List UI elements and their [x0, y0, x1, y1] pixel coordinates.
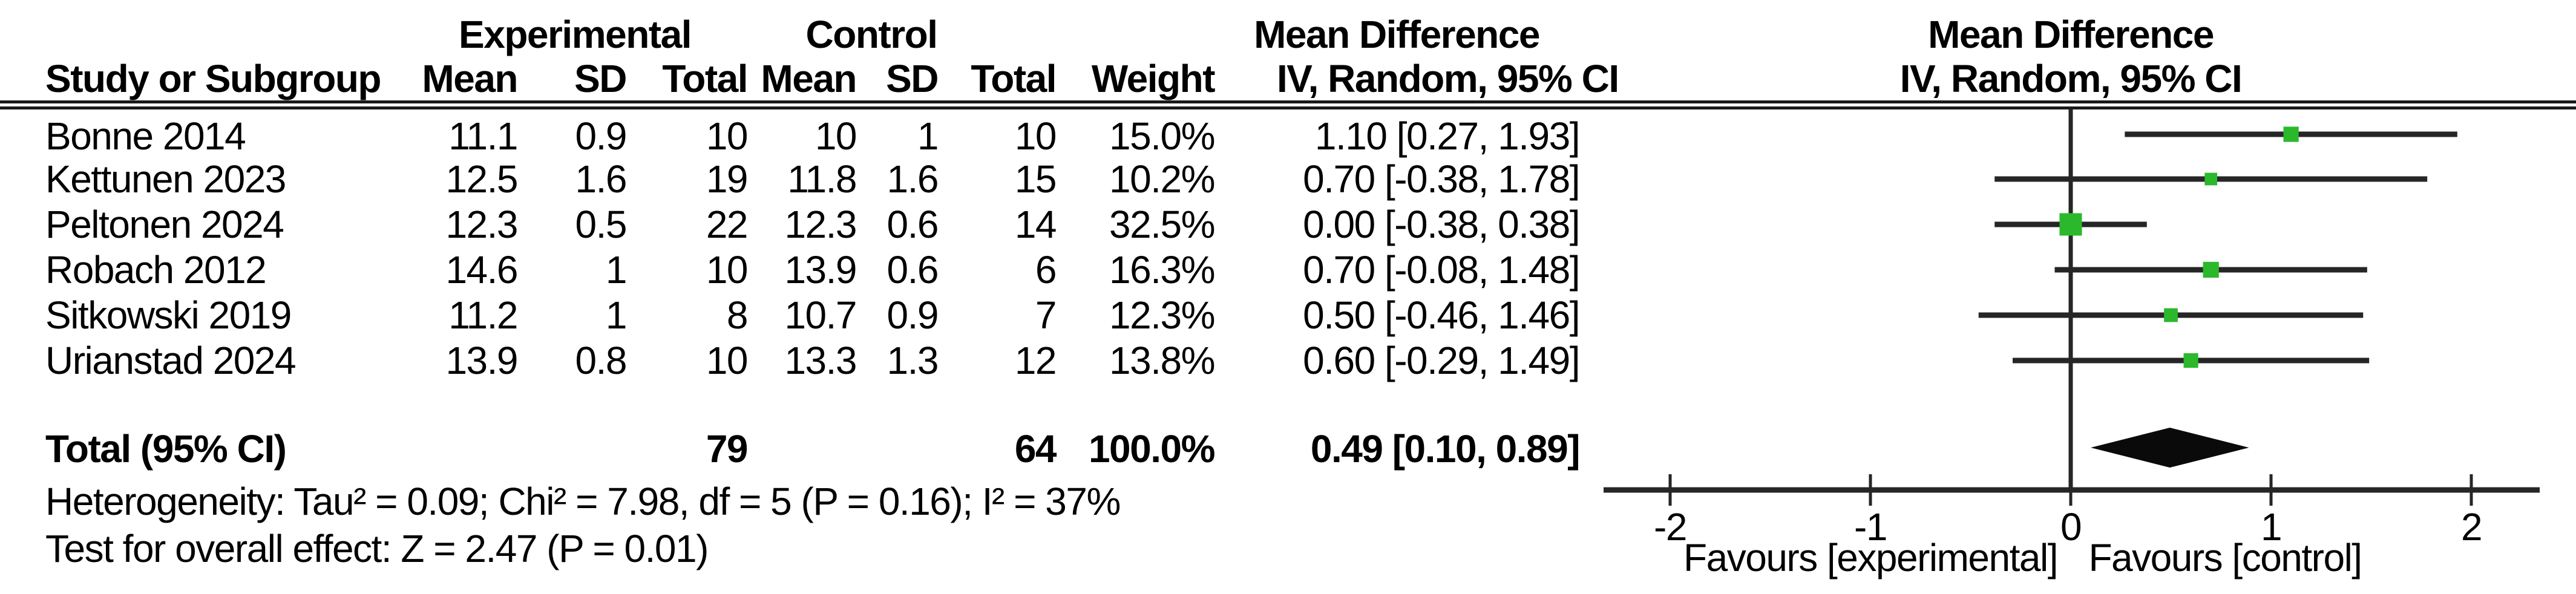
axis-tick-label: -2 — [1654, 505, 1686, 549]
header-group-experimental: Experimental — [459, 13, 692, 56]
ctrl-mean-value: 10.7 — [784, 293, 857, 337]
ci-text-value: 0.00 [-0.38, 0.38] — [1303, 203, 1580, 246]
ci-text-value: 0.60 [-0.29, 1.49] — [1303, 339, 1580, 382]
header-ctrl-total: Total — [971, 57, 1057, 100]
exp-mean-value: 12.3 — [445, 203, 518, 246]
header-effect: Mean Difference — [1254, 13, 1540, 56]
ctrl-total-value: 10 — [1014, 114, 1057, 158]
total-label: Total (95% CI) — [45, 427, 287, 471]
exp-mean-value: 11.1 — [448, 114, 518, 158]
exp-sd-value: 1.6 — [575, 157, 628, 201]
ctrl-total-value: 12 — [1014, 339, 1057, 382]
exp-total-value: 8 — [726, 293, 749, 337]
study-weight-marker — [2203, 261, 2219, 278]
exp-mean-value: 11.2 — [448, 293, 518, 337]
study-label: Urianstad 2024 — [45, 339, 297, 382]
ctrl-total-value: 6 — [1035, 248, 1057, 292]
favours-experimental-label: Favours [experimental] — [1683, 536, 2058, 579]
ctrl-sd-value: 0.6 — [887, 203, 939, 246]
exp-total-value: 10 — [706, 339, 749, 382]
study-weight-marker — [2164, 308, 2178, 322]
ctrl-sd-value: 1 — [917, 114, 939, 158]
exp-mean-value: 13.9 — [445, 339, 518, 382]
weight-value: 15.0% — [1109, 114, 1215, 158]
exp-total-value: 19 — [706, 157, 749, 201]
exp-sd-value: 1 — [605, 293, 628, 337]
ci-text-value: 0.70 [-0.08, 1.48] — [1303, 248, 1580, 292]
ctrl-mean-value: 12.3 — [784, 203, 857, 246]
header-exp-total: Total — [662, 57, 748, 100]
exp-mean-value: 14.6 — [445, 248, 518, 292]
ctrl-sd-value: 0.6 — [887, 248, 939, 292]
exp-sd-value: 0.8 — [575, 339, 628, 382]
study-weight-marker — [2204, 172, 2218, 186]
ctrl-total-value: 7 — [1035, 293, 1057, 337]
header-group-control: Control — [805, 13, 939, 56]
axis-tick-label: 2 — [2461, 505, 2482, 549]
summary-diamond — [2091, 428, 2249, 468]
weight-value: 12.3% — [1109, 293, 1215, 337]
header-study: Study or Subgroup — [45, 57, 382, 100]
header-weight: Weight — [1091, 57, 1216, 100]
plot-header-line1: Mean Difference — [1928, 13, 2214, 56]
ctrl-mean-value: 13.9 — [784, 248, 857, 292]
ci-text-value: 1.10 [0.27, 1.93] — [1314, 114, 1581, 158]
study-weight-marker — [2283, 126, 2299, 142]
exp-sd-value: 1 — [605, 248, 628, 292]
ctrl-sd-value: 1.3 — [887, 339, 939, 382]
header-ctrl-sd: SD — [886, 57, 939, 100]
ctrl-mean-value: 10 — [814, 114, 857, 158]
exp-mean-value: 12.5 — [445, 157, 518, 201]
study-label: Bonne 2014 — [45, 114, 246, 158]
header-effect-method: IV, Random, 95% CI — [1277, 57, 1619, 100]
favours-control-label: Favours [control] — [2088, 536, 2362, 579]
heterogeneity-stats: Heterogeneity: Tau² = 0.09; Chi² = 7.98,… — [45, 480, 1121, 523]
exp-total-value: 22 — [706, 203, 749, 246]
study-label: Sitkowski 2019 — [45, 293, 292, 337]
total-exp-total: 79 — [706, 427, 749, 471]
axis-tick-label: -1 — [1854, 505, 1887, 549]
weight-value: 16.3% — [1109, 248, 1215, 292]
ctrl-total-value: 15 — [1014, 157, 1057, 201]
ctrl-sd-value: 0.9 — [887, 293, 939, 337]
ctrl-mean-value: 11.8 — [787, 157, 857, 201]
exp-total-value: 10 — [706, 248, 749, 292]
overall-effect-test: Test for overall effect: Z = 2.47 (P = 0… — [45, 527, 709, 570]
ci-text-value: 0.50 [-0.46, 1.46] — [1303, 293, 1580, 337]
study-weight-marker — [2059, 213, 2082, 236]
ctrl-total-value: 14 — [1014, 203, 1057, 246]
study-label: Peltonen 2024 — [45, 203, 284, 246]
ctrl-mean-value: 13.3 — [784, 339, 857, 382]
total-ctrl-total: 64 — [1014, 427, 1057, 471]
exp-sd-value: 0.9 — [575, 114, 628, 158]
exp-sd-value: 0.5 — [575, 203, 628, 246]
ci-text-value: 0.70 [-0.38, 1.78] — [1303, 157, 1580, 201]
header-ctrl-mean: Mean — [761, 57, 857, 100]
study-label: Robach 2012 — [45, 248, 267, 292]
total-weight: 100.0% — [1088, 427, 1216, 471]
weight-value: 10.2% — [1109, 157, 1215, 201]
header-exp-sd: SD — [574, 57, 627, 100]
weight-value: 13.8% — [1109, 339, 1215, 382]
study-label: Kettunen 2023 — [45, 157, 286, 201]
axis-tick-label: 1 — [2261, 505, 2281, 549]
total-ci-text: 0.49 [0.10, 0.89] — [1310, 427, 1581, 471]
study-weight-marker — [2183, 353, 2198, 368]
header-separator-rule — [0, 100, 2576, 109]
ctrl-sd-value: 1.6 — [887, 157, 939, 201]
weight-value: 32.5% — [1109, 203, 1215, 246]
exp-total-value: 10 — [706, 114, 749, 158]
axis-tick-label: 0 — [2060, 505, 2081, 549]
header-exp-mean: Mean — [422, 57, 518, 100]
plot-header-line2: IV, Random, 95% CI — [1899, 57, 2243, 100]
